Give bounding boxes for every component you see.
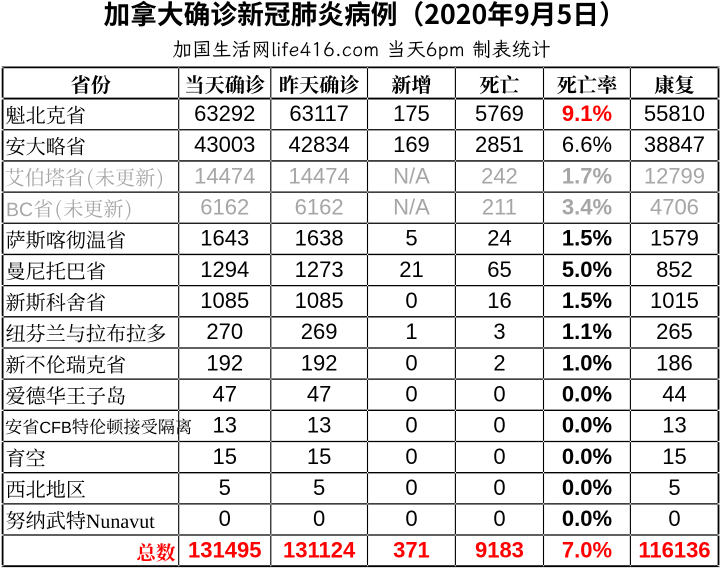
- svg-text:16: 16: [487, 288, 511, 313]
- svg-text:1.5%: 1.5%: [562, 226, 612, 251]
- svg-text:0: 0: [219, 506, 231, 531]
- svg-text:44: 44: [662, 382, 686, 407]
- svg-text:6.6%: 6.6%: [562, 132, 612, 157]
- svg-text:65: 65: [487, 257, 511, 282]
- svg-text:47: 47: [307, 382, 331, 407]
- svg-text:63117: 63117: [289, 101, 349, 126]
- svg-text:63292: 63292: [194, 101, 255, 126]
- svg-text:5: 5: [405, 226, 417, 251]
- svg-text:0: 0: [405, 350, 417, 375]
- svg-text:186: 186: [656, 350, 693, 375]
- svg-text:42834: 42834: [289, 132, 350, 157]
- svg-text:55810: 55810: [644, 101, 705, 126]
- svg-text:0: 0: [405, 382, 417, 407]
- svg-text:0.0%: 0.0%: [562, 444, 612, 469]
- svg-text:9183: 9183: [475, 537, 524, 562]
- svg-text:21: 21: [399, 257, 423, 282]
- svg-text:2851: 2851: [475, 132, 524, 157]
- svg-text:0: 0: [493, 475, 505, 500]
- svg-text:0: 0: [668, 506, 680, 531]
- svg-text:6162: 6162: [295, 194, 344, 219]
- svg-text:116136: 116136: [638, 537, 710, 562]
- svg-text:2: 2: [493, 350, 505, 375]
- svg-text:1085: 1085: [295, 288, 344, 313]
- svg-text:0: 0: [405, 444, 417, 469]
- svg-text:N/A: N/A: [393, 194, 430, 219]
- svg-text:15: 15: [213, 444, 237, 469]
- svg-text:0.0%: 0.0%: [562, 475, 612, 500]
- svg-text:1638: 1638: [295, 226, 344, 251]
- svg-text:1643: 1643: [200, 226, 249, 251]
- svg-text:5: 5: [219, 475, 231, 500]
- svg-text:24: 24: [487, 226, 511, 251]
- svg-text:0: 0: [313, 506, 325, 531]
- svg-text:1085: 1085: [200, 288, 249, 313]
- svg-text:852: 852: [656, 257, 693, 282]
- svg-text:0: 0: [405, 288, 417, 313]
- svg-text:5769: 5769: [475, 101, 524, 126]
- svg-text:3.4%: 3.4%: [562, 194, 612, 219]
- svg-text:1273: 1273: [295, 257, 344, 282]
- svg-text:1.5%: 1.5%: [562, 288, 612, 313]
- svg-text:1.1%: 1.1%: [562, 319, 612, 344]
- svg-text:15: 15: [662, 444, 686, 469]
- svg-text:1294: 1294: [200, 257, 249, 282]
- svg-text:6162: 6162: [200, 194, 249, 219]
- svg-text:43003: 43003: [194, 132, 255, 157]
- svg-text:13: 13: [662, 413, 686, 438]
- svg-text:242: 242: [481, 163, 518, 188]
- svg-text:13: 13: [307, 413, 331, 438]
- svg-text:47: 47: [213, 382, 237, 407]
- svg-text:7.0%: 7.0%: [562, 537, 612, 562]
- svg-text:N/A: N/A: [393, 163, 430, 188]
- svg-text:0: 0: [493, 444, 505, 469]
- svg-text:1.7%: 1.7%: [562, 163, 612, 188]
- svg-text:3: 3: [493, 319, 505, 344]
- svg-text:5: 5: [668, 475, 680, 500]
- svg-text:1579: 1579: [650, 226, 699, 251]
- svg-text:0: 0: [405, 506, 417, 531]
- svg-text:5: 5: [313, 475, 325, 500]
- svg-text:131124: 131124: [283, 537, 356, 562]
- svg-text:0.0%: 0.0%: [562, 506, 612, 531]
- svg-text:1: 1: [405, 319, 417, 344]
- svg-text:265: 265: [656, 319, 693, 344]
- svg-text:131495: 131495: [188, 537, 261, 562]
- svg-text:15: 15: [307, 444, 331, 469]
- svg-text:211: 211: [482, 194, 517, 219]
- svg-text:14474: 14474: [194, 163, 255, 188]
- svg-text:4706: 4706: [650, 194, 699, 219]
- svg-text:0: 0: [405, 475, 417, 500]
- svg-text:13: 13: [213, 413, 237, 438]
- svg-text:0: 0: [405, 413, 417, 438]
- svg-text:1015: 1015: [650, 288, 699, 313]
- svg-text:5.0%: 5.0%: [562, 257, 612, 282]
- svg-text:192: 192: [301, 350, 338, 375]
- svg-text:0: 0: [493, 413, 505, 438]
- svg-text:175: 175: [393, 101, 430, 126]
- svg-text:14474: 14474: [289, 163, 350, 188]
- svg-text:192: 192: [206, 350, 243, 375]
- svg-text:9.1%: 9.1%: [562, 101, 612, 126]
- svg-text:0: 0: [493, 382, 505, 407]
- svg-text:12799: 12799: [644, 163, 705, 188]
- svg-text:1.0%: 1.0%: [562, 350, 612, 375]
- svg-text:169: 169: [393, 132, 430, 157]
- svg-text:0: 0: [493, 506, 505, 531]
- svg-text:371: 371: [393, 537, 430, 562]
- svg-text:0.0%: 0.0%: [562, 382, 612, 407]
- svg-text:269: 269: [301, 319, 338, 344]
- svg-text:0.0%: 0.0%: [562, 413, 612, 438]
- svg-text:270: 270: [206, 319, 243, 344]
- svg-text:38847: 38847: [644, 132, 705, 157]
